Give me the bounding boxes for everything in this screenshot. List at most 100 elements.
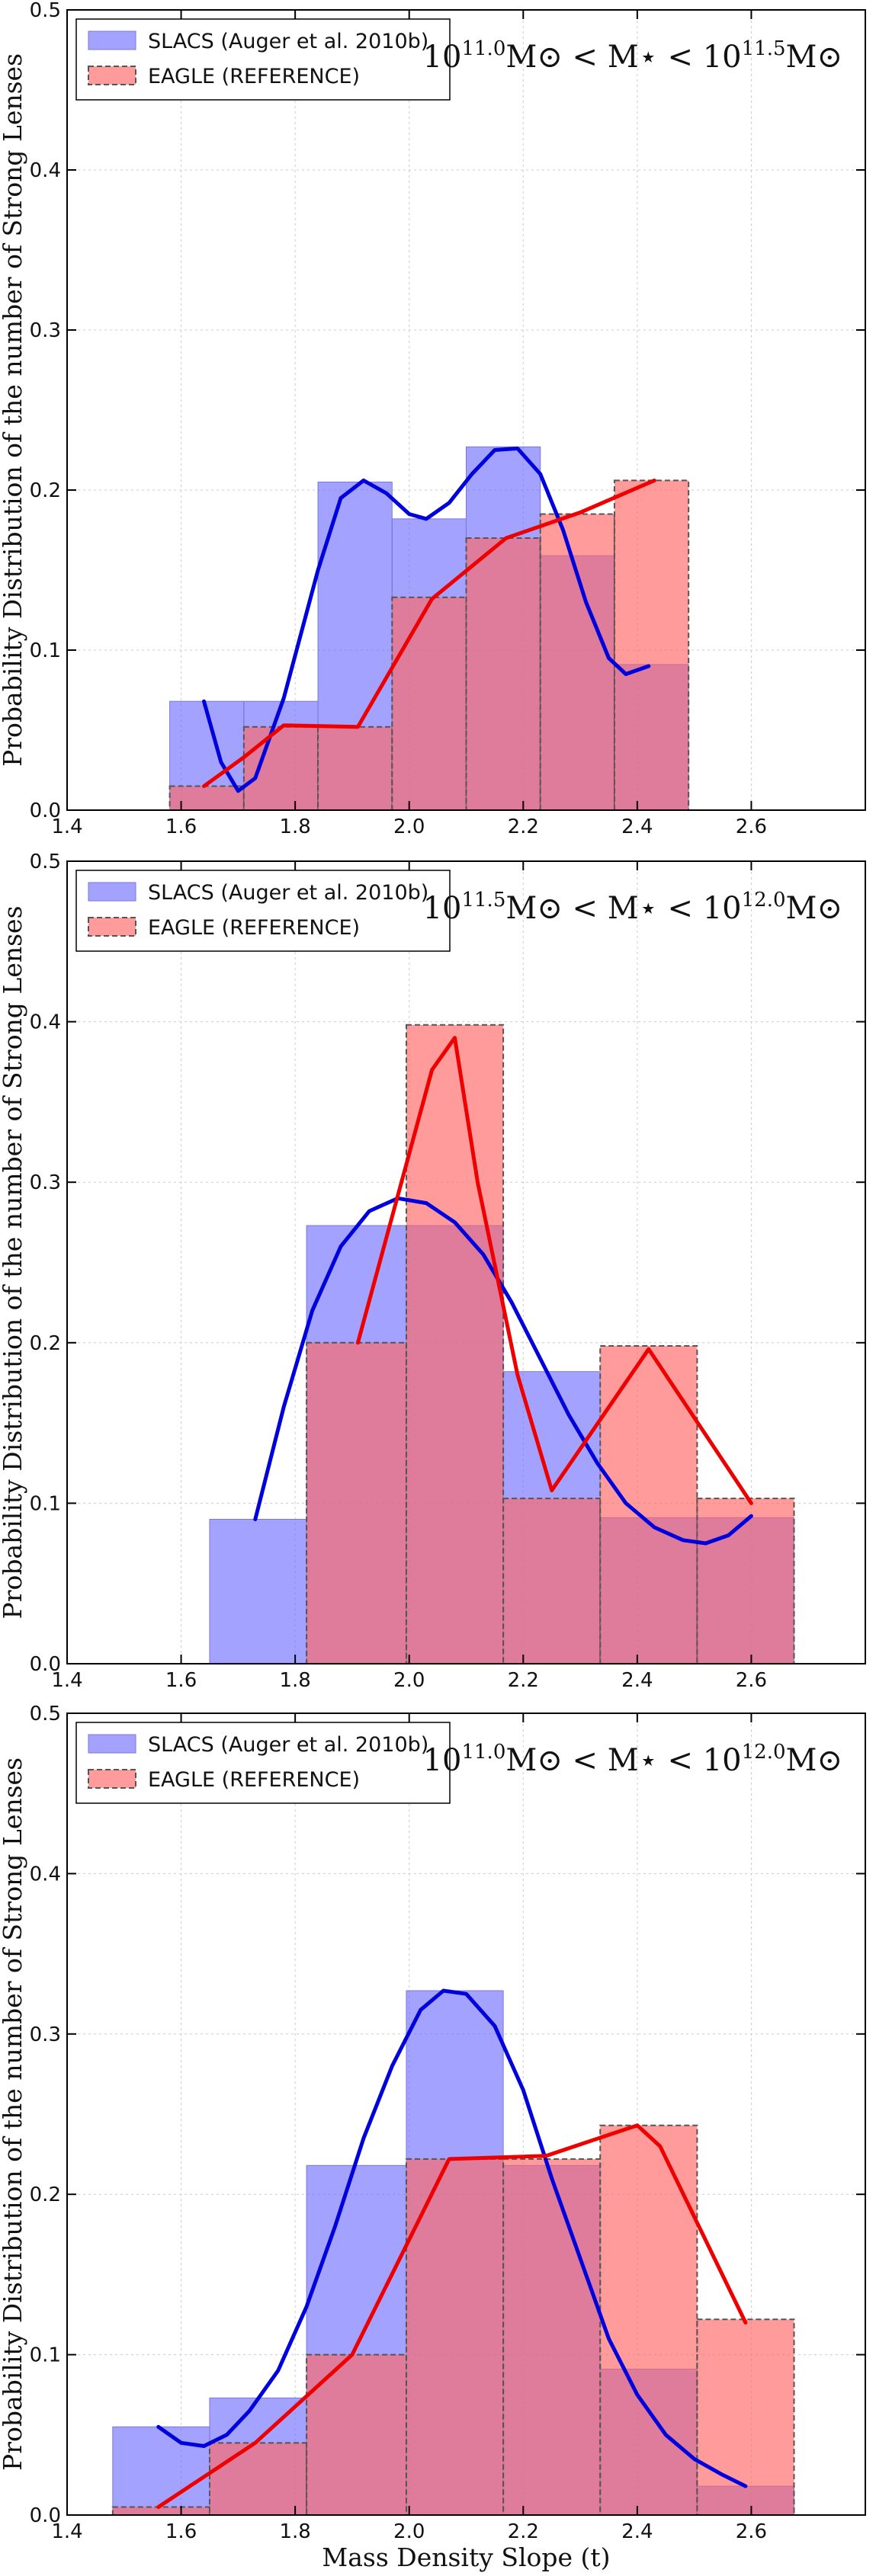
x-tick-label: 1.4 [51,1669,82,1692]
legend-box [75,18,451,101]
legend-swatch-slacs [88,882,136,902]
x-tick-label: 1.6 [165,2520,197,2543]
y-tick-label: 0.1 [30,2344,61,2367]
y-tick-label: 0.3 [30,319,61,342]
range-text-part: 10 [703,891,742,926]
slacs-bar [112,2426,210,2516]
range-text-part: 10 [423,1743,462,1778]
mass-range-label: 1011.5M⊙ < M⋆ < 1012.0M⊙ [423,889,842,926]
slacs-fit-line [253,1196,753,1546]
range-text-part: M⊙ [786,40,842,75]
eagle-bar [599,2124,698,2517]
x-tick-label: 1.4 [51,2520,82,2543]
range-text-part: M⊙ < M⋆ < [505,1743,702,1778]
x-tick-label: 1.8 [279,1669,310,1692]
x-tick-label: 2.6 [736,1669,767,1692]
eagle-bar [242,726,319,811]
legend-swatch-slacs [88,1734,136,1754]
x-tick-label: 1.6 [165,1669,197,1692]
legend-label-slacs: SLACS (Auger et al. 2010b) [148,30,428,53]
x-tick-label: 2.0 [393,2520,425,2543]
range-exponent: 11.5 [461,889,505,912]
x-tick-label: 2.4 [621,815,653,838]
range-text-part: M⊙ [786,1743,842,1778]
y-tick-label: 0.0 [30,2504,61,2527]
range-text-part: 10 [703,1743,742,1778]
chart-panel-1: 1.4 1.6 1.8 2.0 2.2 2.4 2.6 0.0 0.1 0.2 0.3 0.4 0.5 P… [0,0,866,838]
y-tick-label: 0.3 [30,1171,61,1194]
legend-box [75,870,451,952]
range-exponent: 12.0 [742,889,786,912]
x-tick-label: 1.6 [165,815,197,838]
eagle-bar [502,1498,602,1665]
x-tick-label: 2.4 [621,2520,653,2543]
y-tick-label: 0.1 [30,1492,61,1515]
range-exponent: 11.0 [461,37,505,60]
x-tick-label: 1.8 [279,815,310,838]
legend-label-eagle: EAGLE (REFERENCE) [148,1768,360,1792]
eagle-bar [539,513,615,811]
y-axis-label: Probability Distribution of the number o… [0,1757,27,2471]
eagle-bar [696,2318,795,2516]
legend-label-eagle: EAGLE (REFERENCE) [148,65,360,88]
legend: SLACS (Auger et al. 2010b) EAGLE (REFEREN… [75,18,451,101]
mass-range-label: 1011.0M⊙ < M⋆ < 1012.0M⊙ [423,1741,842,1778]
range-text-part: M⊙ < M⋆ < [505,891,702,926]
y-tick-label: 0.5 [30,1703,61,1725]
y-tick-label: 0.3 [30,2023,61,2046]
y-tick-label: 0.0 [30,1653,61,1676]
eagle-bar [613,479,690,812]
slacs-bar [209,1518,307,1664]
legend-label-slacs: SLACS (Auger et al. 2010b) [148,1733,428,1757]
x-tick-label: 2.4 [621,1669,653,1692]
legend-swatch-eagle [88,917,136,937]
eagle-fit-line [156,2123,748,2509]
x-tick-label: 1.4 [51,815,82,838]
legend-label-slacs: SLACS (Auger et al. 2010b) [148,881,428,905]
legend: SLACS (Auger et al. 2010b) EAGLE (REFEREN… [75,1722,451,1804]
range-text-part: 10 [423,40,462,75]
legend-swatch-eagle [88,1769,136,1789]
legend: SLACS (Auger et al. 2010b) EAGLE (REFEREN… [75,870,451,952]
axes-frame [66,860,866,1664]
y-tick-label: 0.5 [30,0,61,22]
range-text-part: 10 [703,40,742,75]
eagle-bar [208,2442,308,2517]
eagle-bar [599,1345,698,1664]
range-text-part: M⊙ < M⋆ < [505,40,702,75]
eagle-bar [465,537,541,811]
eagle-bar [306,2353,407,2517]
y-tick-label: 0.1 [30,639,61,662]
y-tick-label: 0.4 [30,159,61,182]
eagle-bar [317,726,393,811]
range-exponent: 11.0 [461,1741,505,1764]
x-tick-label: 2.6 [736,2520,767,2543]
legend-swatch-eagle [88,66,136,85]
y-tick-label: 0.2 [30,2184,61,2206]
eagle-bar [306,1341,407,1665]
legend-label-eagle: EAGLE (REFERENCE) [148,916,360,940]
range-text-part: M⊙ [786,891,842,926]
y-axis-label: Probability Distribution of the number o… [0,53,27,767]
axes-frame [66,1713,866,2516]
eagle-bar [502,2158,602,2517]
chart-panel-2: 1.4 1.6 1.8 2.0 2.2 2.4 2.6 0.0 0.1 0.2 0.3 0.4 0.5 P… [0,851,866,1692]
x-tick-label: 2.6 [736,815,767,838]
x-tick-label: 2.2 [508,2520,539,2543]
eagle-bar [391,596,467,811]
y-tick-label: 0.5 [30,851,61,873]
slacs-fit-line [202,446,651,793]
y-tick-label: 0.2 [30,479,61,502]
y-tick-label: 0.4 [30,1011,61,1034]
legend-swatch-slacs [88,30,136,50]
range-text-part: 10 [423,891,462,926]
eagle-bar [405,2158,505,2517]
eagle-fit-line [202,478,656,788]
x-tick-label: 1.8 [279,2520,310,2543]
axes-frame [66,9,866,811]
slacs-fit-line [156,1988,748,2488]
range-exponent: 12.0 [742,1741,786,1764]
eagle-fit-line [355,1036,753,1505]
mass-range-label: 1011.0M⊙ < M⋆ < 1011.5M⊙ [423,37,842,75]
